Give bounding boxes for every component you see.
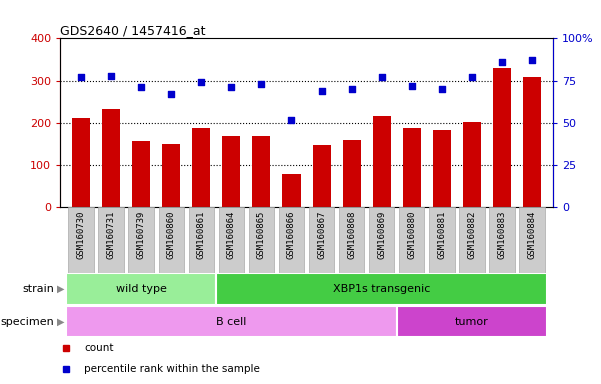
FancyBboxPatch shape bbox=[219, 207, 244, 273]
Bar bbox=[282, 174, 300, 207]
FancyBboxPatch shape bbox=[159, 207, 184, 273]
FancyBboxPatch shape bbox=[339, 207, 364, 273]
Point bbox=[76, 74, 86, 80]
Bar bbox=[493, 68, 511, 207]
Point bbox=[227, 84, 236, 91]
Point bbox=[197, 79, 206, 85]
Bar bbox=[433, 130, 451, 207]
Text: GSM160884: GSM160884 bbox=[528, 210, 536, 259]
Text: GSM160883: GSM160883 bbox=[498, 210, 506, 259]
FancyBboxPatch shape bbox=[69, 207, 94, 273]
Point bbox=[166, 91, 176, 97]
Text: GSM160869: GSM160869 bbox=[377, 210, 386, 259]
Bar bbox=[313, 145, 331, 207]
Point bbox=[287, 116, 296, 122]
Bar bbox=[463, 122, 481, 207]
Text: GSM160880: GSM160880 bbox=[407, 210, 416, 259]
Point bbox=[407, 83, 416, 89]
FancyBboxPatch shape bbox=[489, 207, 514, 273]
Point bbox=[437, 86, 447, 92]
Text: GSM160730: GSM160730 bbox=[77, 210, 85, 259]
Text: ▶: ▶ bbox=[57, 316, 64, 327]
FancyBboxPatch shape bbox=[129, 207, 154, 273]
Text: percentile rank within the sample: percentile rank within the sample bbox=[84, 364, 260, 374]
FancyBboxPatch shape bbox=[189, 207, 214, 273]
Bar bbox=[403, 128, 421, 207]
Bar bbox=[72, 118, 90, 207]
FancyBboxPatch shape bbox=[249, 207, 274, 273]
Point bbox=[497, 59, 507, 65]
Bar bbox=[192, 128, 210, 207]
Bar bbox=[66, 306, 397, 337]
Text: GSM160882: GSM160882 bbox=[468, 210, 476, 259]
Text: strain: strain bbox=[22, 284, 54, 294]
Bar bbox=[66, 273, 216, 305]
FancyBboxPatch shape bbox=[399, 207, 424, 273]
Text: GSM160861: GSM160861 bbox=[197, 210, 206, 259]
FancyBboxPatch shape bbox=[309, 207, 334, 273]
Point bbox=[136, 84, 146, 91]
Bar bbox=[523, 77, 541, 207]
Bar bbox=[102, 109, 120, 207]
FancyBboxPatch shape bbox=[459, 207, 484, 273]
FancyBboxPatch shape bbox=[519, 207, 545, 273]
Text: B cell: B cell bbox=[216, 316, 246, 327]
Text: XBP1s transgenic: XBP1s transgenic bbox=[333, 284, 430, 294]
Bar bbox=[343, 140, 361, 207]
FancyBboxPatch shape bbox=[369, 207, 394, 273]
Text: count: count bbox=[84, 343, 114, 353]
Bar bbox=[222, 136, 240, 207]
Text: GSM160868: GSM160868 bbox=[347, 210, 356, 259]
FancyBboxPatch shape bbox=[99, 207, 124, 273]
Text: GSM160739: GSM160739 bbox=[137, 210, 145, 259]
Bar bbox=[216, 273, 547, 305]
Bar bbox=[397, 306, 547, 337]
Text: wild type: wild type bbox=[116, 284, 166, 294]
Point bbox=[527, 57, 537, 63]
Bar bbox=[373, 116, 391, 207]
Bar bbox=[132, 141, 150, 207]
Text: GSM160860: GSM160860 bbox=[167, 210, 175, 259]
Bar bbox=[162, 144, 180, 207]
Text: GSM160867: GSM160867 bbox=[317, 210, 326, 259]
Text: specimen: specimen bbox=[1, 316, 54, 327]
Point bbox=[317, 88, 326, 94]
Bar bbox=[252, 136, 270, 207]
Point bbox=[106, 73, 116, 79]
Text: GSM160866: GSM160866 bbox=[287, 210, 296, 259]
FancyBboxPatch shape bbox=[279, 207, 304, 273]
Point bbox=[257, 81, 266, 87]
Text: GDS2640 / 1457416_at: GDS2640 / 1457416_at bbox=[60, 24, 206, 37]
Point bbox=[347, 86, 356, 92]
Text: GSM160881: GSM160881 bbox=[438, 210, 446, 259]
Text: tumor: tumor bbox=[455, 316, 489, 327]
Text: ▶: ▶ bbox=[57, 284, 64, 294]
FancyBboxPatch shape bbox=[429, 207, 454, 273]
Text: GSM160864: GSM160864 bbox=[227, 210, 236, 259]
Point bbox=[467, 74, 477, 80]
Text: GSM160865: GSM160865 bbox=[257, 210, 266, 259]
Text: GSM160731: GSM160731 bbox=[107, 210, 115, 259]
Point bbox=[377, 74, 386, 80]
